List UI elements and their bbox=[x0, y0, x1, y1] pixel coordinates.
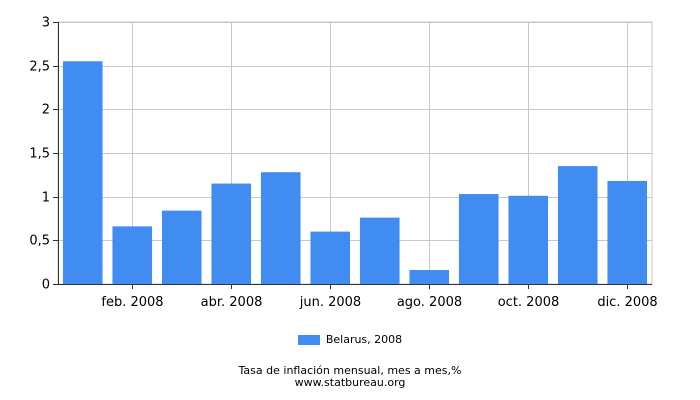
x-tick-label: ago. 2008 bbox=[397, 295, 462, 310]
bar-jul-2008 bbox=[359, 217, 400, 284]
x-tick-label: feb. 2008 bbox=[101, 295, 163, 310]
y-tick-label: 0 bbox=[42, 278, 50, 293]
source-label: www.statbureau.org bbox=[294, 376, 406, 389]
x-tick-labels: feb. 2008 abr. 2008 jun. 2008 ago. 2008 oct.… bbox=[101, 295, 657, 310]
x-tick-label: jun. 2008 bbox=[299, 295, 361, 310]
bar-abr-2008 bbox=[211, 183, 252, 284]
legend-label: Belarus, 2008 bbox=[325, 333, 403, 346]
chart-title: Tasa de inflación mensual, mes a mes,% bbox=[238, 364, 462, 377]
y-tick-label: 1,5 bbox=[29, 147, 50, 162]
y-tick-label: 1 bbox=[42, 191, 50, 206]
axes bbox=[53, 22, 652, 289]
x-tick-label: oct. 2008 bbox=[498, 295, 560, 310]
y-tick-labels: 0 0,5 1 1,5 2 2,5 3 bbox=[29, 16, 50, 293]
bar-ago-2008 bbox=[409, 270, 450, 284]
bar-oct-2008 bbox=[508, 195, 549, 284]
x-tick-label: abr. 2008 bbox=[201, 295, 263, 310]
y-tick-label: 3 bbox=[42, 16, 50, 31]
x-tick-label: dic. 2008 bbox=[597, 295, 657, 310]
bar-may-2008 bbox=[260, 172, 301, 284]
y-tick-label: 2 bbox=[42, 103, 50, 118]
bars bbox=[62, 61, 648, 284]
legend-swatch bbox=[297, 334, 320, 345]
bar-dic-2008 bbox=[607, 180, 648, 284]
bar-nov-2008 bbox=[557, 166, 598, 284]
bar-sep-2008 bbox=[458, 194, 499, 284]
legend: Belarus, 2008 bbox=[0, 333, 700, 346]
bar-feb-2008 bbox=[112, 226, 153, 284]
inflation-bar-chart: 0 0,5 1 1,5 2 2,5 3 feb. 2008 abr. 2008 jun. 200… bbox=[29, 16, 657, 311]
y-tick-label: 0,5 bbox=[29, 234, 50, 249]
y-tick-label: 2,5 bbox=[29, 60, 50, 75]
bar-jun-2008 bbox=[310, 231, 351, 284]
bar-mar-2008 bbox=[161, 210, 202, 284]
bar-ene-2008 bbox=[62, 61, 103, 284]
